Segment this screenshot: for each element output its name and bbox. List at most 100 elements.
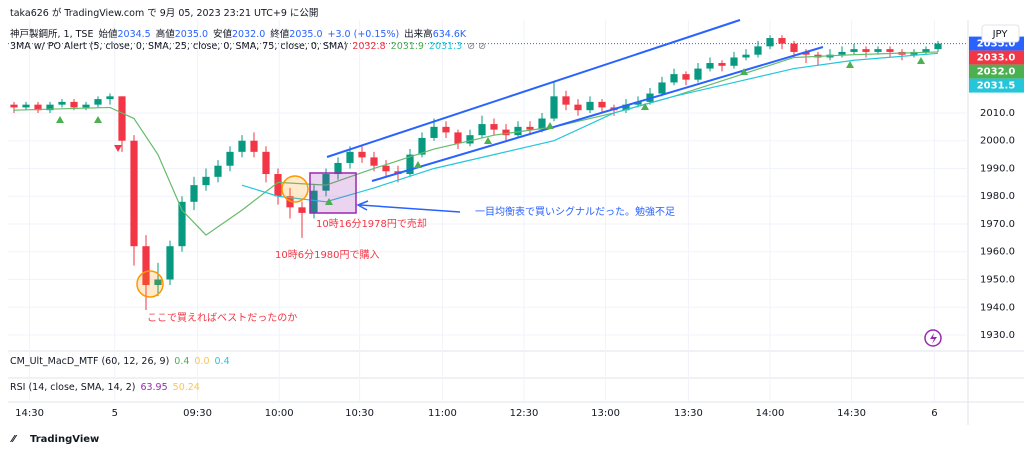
price-badge: [969, 50, 1024, 65]
alert-icon[interactable]: [924, 329, 942, 347]
currency: JPY: [992, 29, 1009, 40]
buy-signal: [56, 116, 64, 123]
x-tick-label: 6: [931, 408, 937, 419]
price-badge-label: 2031.5: [977, 81, 1016, 92]
arrow-head: [356, 200, 369, 211]
candle-body: [670, 74, 678, 83]
ohlc-value: 2035.0: [289, 29, 323, 40]
candle-body: [682, 74, 690, 80]
signal-markers: [56, 57, 925, 205]
candle-body: [598, 101, 606, 108]
x-tick-label: 10:30: [345, 408, 374, 419]
indicator-value: 2031.9: [390, 41, 424, 52]
candle-body: [346, 151, 354, 163]
candle-body: [694, 68, 702, 80]
publisher: taka626 が TradingView.com で 9月 05, 2023 …: [10, 8, 319, 19]
ohlc-label: 高値: [155, 29, 175, 40]
ohlc-label: 始値: [98, 29, 118, 40]
candle-body: [466, 135, 474, 144]
x-tick-label: 14:30: [837, 408, 866, 419]
candle-body: [154, 279, 162, 286]
candle-body: [190, 185, 198, 202]
candle-body: [382, 165, 390, 172]
volume: 634.6K: [432, 29, 467, 40]
candle-body: [922, 49, 930, 52]
buy-signal: [325, 198, 333, 205]
candle-body: [142, 246, 150, 286]
candle-body: [214, 165, 222, 177]
y-tick-label: 2000.0: [980, 136, 1015, 147]
symbol: 神戸製鋼所, 1, TSE: [10, 29, 94, 40]
volume-label: 出来高: [404, 29, 433, 40]
x-tick-label: 5: [112, 408, 118, 419]
indicator-value: 2032.8: [352, 41, 386, 52]
candle-body: [166, 246, 174, 280]
x-tick-label: 12:30: [510, 408, 539, 419]
candle-body: [454, 132, 462, 144]
logo: ⁄⁄: [10, 434, 18, 445]
candle-body: [226, 151, 234, 166]
y-tick-label: 1980.0: [980, 191, 1015, 202]
pane-value: 63.95: [140, 382, 168, 393]
pane-name: RSI (14, close, SMA, 14, 2): [10, 382, 136, 393]
y-tick-label: 1950.0: [980, 275, 1015, 286]
ma-line: [241, 52, 939, 203]
candle-body: [526, 126, 534, 130]
candle-body: [802, 51, 810, 55]
ohlc-value: 2035.0: [174, 29, 208, 40]
y-tick-label: 2010.0: [980, 108, 1015, 119]
buy-signal: [546, 122, 554, 129]
candle-body: [478, 124, 486, 136]
pane-value: 0.0: [194, 356, 210, 367]
highlight-circle: [136, 270, 164, 298]
candle-body: [790, 43, 798, 52]
candle-body: [274, 174, 282, 197]
price-badge: [969, 78, 1024, 93]
candle-body: [238, 140, 246, 152]
pane-line: RSI (14, close, SMA, 14, 2) 63.95 50.24: [10, 382, 205, 393]
indicator-value: 2031.3: [428, 41, 463, 52]
candle-body: [850, 49, 858, 52]
candle-body: [10, 104, 18, 108]
x-tick-label: 09:30: [183, 408, 212, 419]
pane-value: 0.4: [174, 356, 190, 367]
candle-body: [322, 174, 330, 191]
ohlc-value: 2032.0: [232, 29, 266, 40]
candle-body: [118, 96, 126, 141]
x-tick-label: 14:00: [756, 408, 785, 419]
symbol-line: 神戸製鋼所, 1, TSE 始値2034.5 高値2035.0 安値2032.0 終値2…: [10, 26, 471, 40]
candle-body: [754, 46, 762, 55]
y-tick-label: 1930.0: [980, 330, 1015, 341]
candle-body: [250, 140, 258, 152]
ohlc-label: 終値: [270, 29, 290, 40]
arrow: [359, 204, 461, 213]
candle-body: [538, 118, 546, 130]
candle-body: [46, 104, 54, 111]
highlight-box: [309, 172, 357, 214]
indicator-line: 3MA w/ PO Alert (5, close, 0, SMA, 25, c…: [10, 41, 491, 52]
candle-body: [58, 101, 66, 105]
x-tick-label: 14:30: [15, 408, 44, 419]
candle-body: [310, 190, 318, 213]
buy-signal: [484, 137, 492, 144]
currency-button[interactable]: [981, 24, 1020, 43]
price-badge-label: 2032.0: [977, 67, 1016, 78]
ohlc-value: 2034.5: [117, 29, 151, 40]
candle-body: [490, 124, 498, 130]
alert-icon-bolt: [930, 333, 937, 344]
y-tick-label: 1990.0: [980, 163, 1015, 174]
pane-line: CM_Ult_MacD_MTF (60, 12, 26, 9) 0.4 0.0 0.4: [10, 356, 235, 367]
ma-line: [13, 51, 939, 236]
change: +3.0 (+0.15%): [327, 29, 400, 40]
candle-body: [934, 43, 942, 50]
buy-signal: [846, 61, 854, 68]
candle-body: [298, 207, 306, 213]
candle-body: [442, 126, 450, 133]
drawings: JPY TradingView ⁄⁄: [10, 19, 1020, 445]
candle-body: [550, 96, 558, 119]
x-tick-label: 13:30: [674, 408, 703, 419]
buy-signal: [917, 57, 925, 64]
pane-name: CM_Ult_MacD_MTF (60, 12, 26, 9): [10, 356, 170, 367]
highlight-circle: [281, 175, 309, 203]
